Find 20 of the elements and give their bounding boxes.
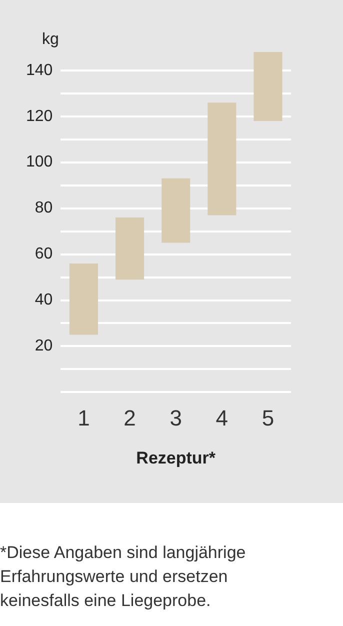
x-tick-label: 1 [78,405,90,430]
x-tick-label: 2 [124,405,136,430]
y-tick-label: 20 [34,338,53,355]
y-axis-title: kg [42,31,59,49]
x-tick-label: 4 [216,405,228,430]
text: *Diese Angaben sind langjährige Erfahrungswerte und ersetzen keinesfalls eine Liegeprobe. [0,542,247,612]
bar [162,178,190,243]
y-tick-label: 100 [26,154,53,171]
x-tick-label: 5 [262,405,274,430]
bar [208,102,236,216]
x-axis-title: Rezeptur* [136,448,216,468]
y-tick-label: 60 [34,246,53,263]
bar [69,263,98,335]
y-tick-label: 80 [34,200,53,217]
bar [116,218,144,280]
y-tick-label: 120 [26,108,53,125]
y-tick-label: 140 [26,62,53,79]
x-tick-label: 3 [170,405,182,430]
y-tick-label: 40 [34,292,53,309]
bar [254,52,282,121]
